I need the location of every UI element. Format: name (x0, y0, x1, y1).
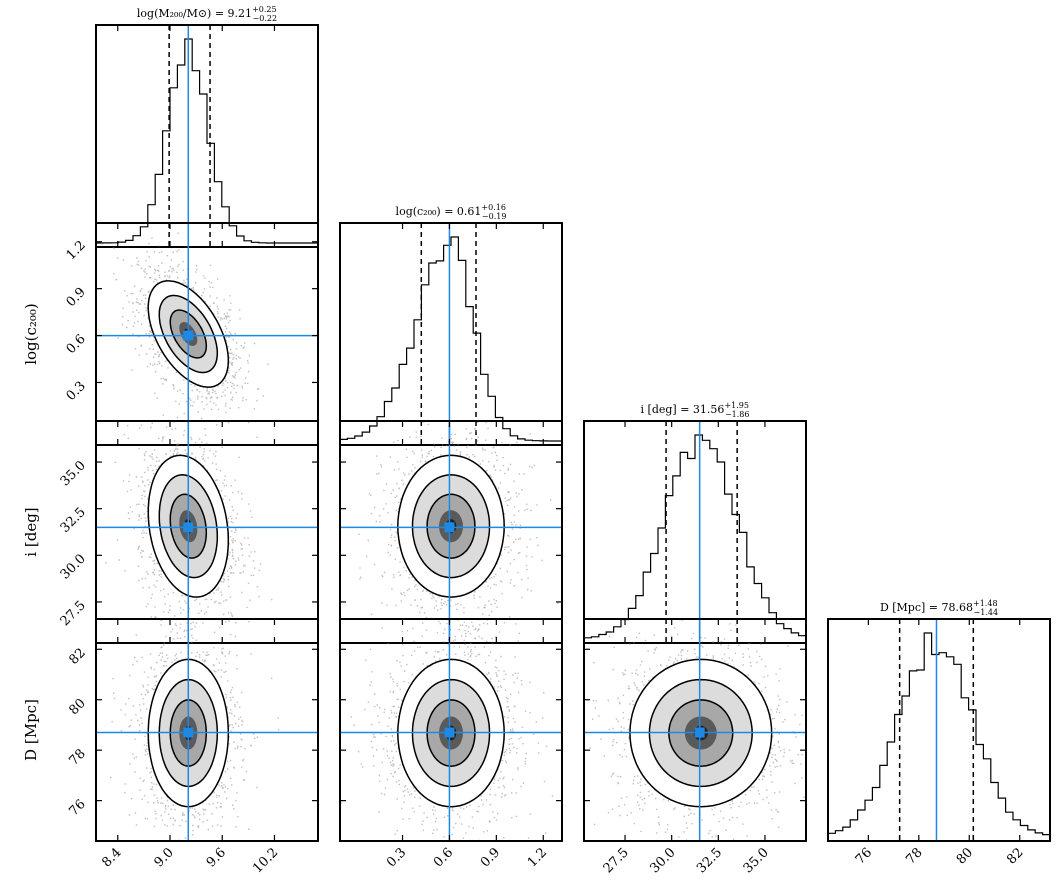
contour-line (411, 678, 491, 788)
truth-marker (444, 727, 455, 738)
panel-frame (583, 420, 807, 644)
x-tick-label: 82 (1004, 845, 1026, 867)
y-axis-label: log(c₂₀₀) (22, 303, 40, 365)
contour-line (147, 280, 230, 388)
y-tick-label: 1.2 (64, 238, 89, 263)
truth-marker (183, 330, 194, 341)
scatter-panel-logc-inc (339, 420, 563, 644)
panel-frame (339, 618, 563, 842)
histogram-panel-logM: log(M₂₀₀/M⊙) = 9.21+0.25 −0.22 (95, 5, 319, 248)
y-tick-label: 82 (67, 645, 89, 667)
histogram-panel-inc: i [deg] = 31.56+1.95 −1.86 (583, 401, 807, 644)
y-tick-label: 0.3 (64, 379, 89, 404)
contour-line (147, 454, 230, 598)
panel-content (96, 619, 318, 841)
scatter-panel-inc-dist (583, 618, 807, 842)
truth-marker (183, 727, 194, 738)
panel-title: i [deg] = 31.56+1.95 −1.86 (641, 401, 750, 419)
x-tick-label: 27.5 (601, 845, 632, 876)
x-tick-label: 30.0 (647, 845, 678, 876)
contour-line (169, 309, 208, 359)
truth-marker (694, 727, 705, 738)
x-tick-label: 76 (853, 845, 875, 867)
panel-frame (339, 222, 563, 446)
contour-line (397, 454, 505, 598)
scatter-panel-logc-dist (339, 618, 563, 842)
y-tick-label: 30.0 (58, 552, 89, 583)
x-tick-label: 1.2 (525, 845, 550, 870)
panel-frame (827, 618, 1051, 842)
histogram-steps (339, 236, 563, 445)
panel-title: D [Mpc] = 78.68+1.48 −1.44 (880, 599, 998, 617)
contour-line (426, 493, 476, 559)
contour-line (397, 658, 505, 808)
y-tick-label: 0.9 (64, 285, 89, 310)
scatter-panel-logM-inc (95, 420, 319, 644)
x-tick-label: 32.5 (694, 845, 725, 876)
scatter-panel-logM-dist (95, 618, 319, 842)
x-tick-label: 0.3 (384, 845, 409, 870)
x-tick-label: 80 (954, 845, 976, 867)
scatter-panel-logM-logc (95, 222, 319, 446)
x-tick-label: 9.6 (204, 845, 229, 870)
contour-line (411, 474, 491, 579)
panel-content (584, 619, 806, 841)
panel-title: log(M₂₀₀/M⊙) = 9.21+0.25 −0.22 (137, 5, 277, 23)
x-tick-label: 0.6 (431, 845, 456, 870)
panel-frame (339, 420, 563, 644)
y-tick-label: 76 (67, 797, 89, 819)
panel-content (340, 619, 562, 841)
x-tick-label: 8.4 (99, 845, 124, 870)
y-tick-label: 0.6 (64, 332, 89, 357)
histogram-steps (827, 632, 1051, 841)
panel-content (340, 421, 562, 643)
panel-content (96, 223, 318, 445)
contour-line (158, 294, 219, 374)
histogram-steps (95, 38, 319, 247)
y-tick-label: 27.5 (58, 598, 89, 629)
contour-line (158, 474, 219, 579)
panel-title: log(c₂₀₀) = 0.61+0.16 −0.19 (396, 203, 507, 221)
y-tick-label: 78 (67, 746, 89, 768)
x-tick-label: 10.2 (250, 845, 281, 876)
x-tick-label: 78 (903, 845, 925, 867)
y-tick-label: 35.0 (58, 458, 89, 489)
contour-line (169, 493, 208, 559)
truth-marker (183, 522, 194, 533)
histogram-panel-dist: D [Mpc] = 78.68+1.48 −1.44 (827, 599, 1051, 842)
panel-frame (95, 24, 319, 248)
y-axis-label: i [deg] (22, 507, 40, 556)
panel-frame (95, 420, 319, 644)
panel-content (96, 421, 318, 643)
y-axis-label: D [Mpc] (22, 699, 40, 761)
x-tick-label: 9.0 (152, 845, 177, 870)
panel-frame (583, 618, 807, 842)
histogram-panel-logc: log(c₂₀₀) = 0.61+0.16 −0.19 (339, 203, 563, 446)
x-tick-label: 0.9 (478, 845, 503, 870)
y-tick-label: 32.5 (58, 505, 89, 536)
y-tick-label: 80 (67, 696, 89, 718)
contour-line (426, 699, 476, 767)
x-tick-label: 35.0 (741, 845, 772, 876)
histogram-steps (583, 434, 807, 643)
panel-frame (95, 222, 319, 446)
truth-marker (444, 522, 455, 533)
panel-frame (95, 618, 319, 842)
